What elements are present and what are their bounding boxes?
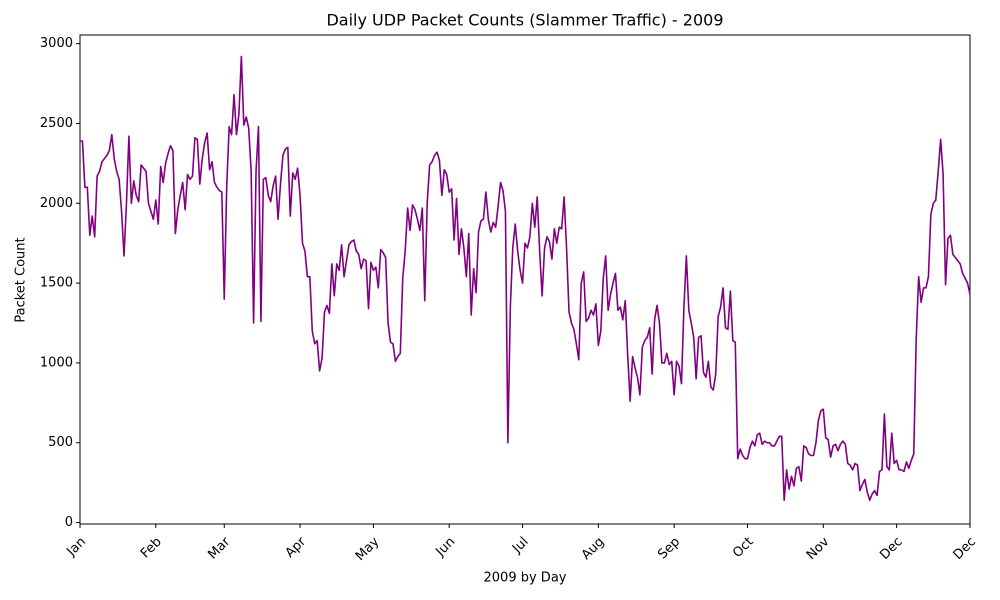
- y-tick-label: 1500: [40, 276, 73, 291]
- plot-frame: [79, 34, 971, 525]
- y-tick-label: 1000: [40, 355, 73, 370]
- x-tick-label: Nov: [804, 534, 833, 563]
- x-tick-label: Sep: [655, 534, 683, 562]
- y-tick-label: 3000: [40, 36, 73, 51]
- y-tick-label: 2500: [40, 116, 73, 131]
- chart-title: Daily UDP Packet Counts (Slammer Traffic…: [326, 11, 723, 30]
- x-tick-label: Oct: [730, 534, 757, 561]
- y-axis-label: Packet Count: [14, 237, 29, 322]
- x-tick-label: Jul: [509, 534, 531, 556]
- x-tick-label: Mar: [205, 534, 233, 562]
- x-tick-label: Jun: [433, 534, 459, 560]
- y-tick-label: 500: [48, 435, 73, 450]
- y-tick-label: 2000: [40, 196, 73, 211]
- y-tick-label: 0: [65, 515, 73, 530]
- x-tick-label: Jan: [64, 534, 89, 559]
- data-line: [80, 55, 971, 502]
- x-tick-label: May: [353, 534, 383, 564]
- x-tick-label: Apr: [283, 534, 310, 561]
- x-tick-label: Dec: [877, 534, 905, 562]
- x-tick-label: Dec: [951, 534, 979, 562]
- x-tick-label: Feb: [138, 534, 165, 561]
- x-axis-label: 2009 by Day: [484, 571, 567, 586]
- x-tick-label: Aug: [579, 534, 608, 563]
